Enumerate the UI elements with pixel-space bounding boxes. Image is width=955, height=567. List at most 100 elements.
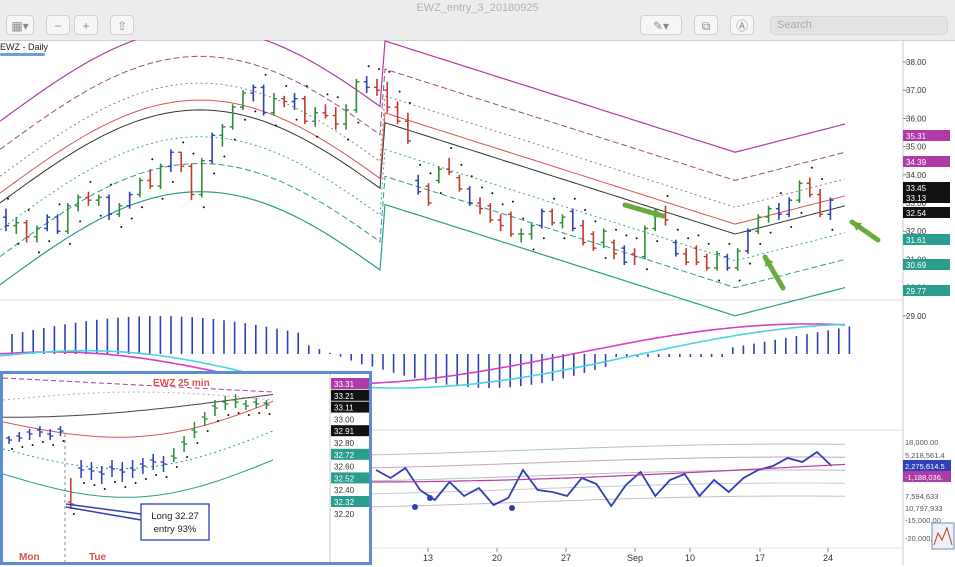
stop-dot bbox=[17, 242, 20, 245]
inset-chart-panel: EWZ 25 min Long 32.27 entry 93% 33.31 33.21 3… bbox=[0, 371, 372, 565]
lower-badge-label: 2,275,614.5 bbox=[905, 462, 945, 471]
date-tick-label: 27 bbox=[561, 553, 571, 563]
inset-stop-dot bbox=[144, 478, 147, 480]
inset-price-badge-label: 32.32 bbox=[334, 498, 355, 507]
annotate-icon[interactable]: Ⓐ bbox=[730, 15, 754, 35]
stop-dot bbox=[584, 209, 587, 212]
stop-dot bbox=[748, 262, 751, 265]
arrow-icon-head bbox=[852, 222, 862, 231]
stop-dot bbox=[161, 197, 164, 200]
stop-dot bbox=[233, 138, 236, 141]
zoom-in-icon[interactable]: + bbox=[74, 15, 98, 35]
stop-dot bbox=[408, 101, 411, 104]
inset-stop-dot bbox=[165, 476, 168, 478]
annotation-line-2: entry 93% bbox=[154, 524, 197, 535]
stop-dot bbox=[666, 194, 669, 197]
inset-stop-dot bbox=[206, 430, 209, 432]
stop-dot bbox=[594, 220, 597, 223]
stop-dot bbox=[656, 240, 659, 243]
share-icon[interactable]: ⇧ bbox=[110, 15, 134, 35]
stop-dot bbox=[89, 180, 92, 183]
stop-dot bbox=[645, 268, 648, 271]
lower-badge bbox=[903, 471, 951, 482]
envelope-band bbox=[0, 82, 846, 208]
annotation-box bbox=[140, 503, 210, 541]
rotate-icon[interactable]: ⧉ bbox=[694, 15, 718, 35]
lower-axis-label: 10,797,933 bbox=[905, 504, 943, 513]
stop-dot bbox=[130, 217, 133, 220]
price-badge bbox=[903, 285, 950, 296]
indicator-dot bbox=[427, 495, 433, 501]
stop-dot bbox=[254, 110, 257, 113]
price-badge bbox=[903, 130, 950, 141]
price-tick-label: 35.00 bbox=[906, 143, 927, 152]
annotation-pointer bbox=[65, 503, 142, 515]
markup-pen-icon[interactable]: ✎▾ bbox=[640, 15, 682, 35]
stop-dot bbox=[244, 118, 247, 121]
inset-band bbox=[2, 459, 274, 498]
stop-dot bbox=[800, 211, 803, 214]
stop-dot bbox=[202, 206, 205, 209]
price-badge bbox=[903, 182, 950, 193]
mini-chart-icon-line bbox=[933, 526, 953, 546]
stop-dot bbox=[563, 237, 566, 240]
inset-band bbox=[2, 430, 274, 470]
sidebar-icon[interactable]: ▦▾ bbox=[6, 15, 34, 35]
stop-dot bbox=[336, 96, 339, 99]
stop-dot bbox=[213, 172, 216, 175]
inset-stop-dot bbox=[21, 446, 24, 448]
price-tick-label: 29.00 bbox=[906, 312, 927, 321]
envelope-band bbox=[0, 162, 846, 289]
stop-dot bbox=[707, 242, 710, 245]
stop-dot bbox=[614, 228, 617, 231]
inset-stop-dot bbox=[41, 441, 44, 443]
inset-price-badge bbox=[331, 425, 369, 437]
inset-price-badge bbox=[331, 401, 369, 413]
stop-dot bbox=[460, 163, 463, 166]
stop-dot bbox=[58, 203, 61, 206]
stop-dot bbox=[274, 124, 277, 127]
price-badge-label: 33.45 bbox=[906, 184, 927, 193]
inset-axis-label: 32.60 bbox=[334, 463, 355, 472]
stop-dot bbox=[326, 93, 329, 96]
inset-price-badge bbox=[331, 448, 369, 460]
search-input[interactable]: Search bbox=[770, 16, 948, 35]
annotation-pointer bbox=[65, 506, 142, 521]
price-tick-label: 36.00 bbox=[906, 114, 927, 123]
viewer-toolbar: EWZ_entry_3_20180925 ▦▾ − + ⇧ ✎▾ ⧉ Ⓐ Sea… bbox=[0, 0, 955, 41]
stop-dot bbox=[625, 234, 628, 237]
stop-dot bbox=[99, 214, 102, 217]
document-title: EWZ_entry_3_20180925 bbox=[416, 2, 539, 14]
stop-dot bbox=[522, 217, 525, 220]
moving-average-fast bbox=[0, 99, 846, 225]
inset-stop-dot bbox=[83, 482, 86, 484]
inset-axis-label: 32.40 bbox=[334, 486, 355, 495]
stop-dot bbox=[419, 163, 422, 166]
lower-axis-label: 5,218,561.4 bbox=[905, 451, 945, 460]
inset-stop-dot bbox=[258, 412, 261, 414]
stop-dot bbox=[182, 141, 185, 144]
price-badge-label: 30.69 bbox=[906, 261, 927, 270]
macd-line bbox=[0, 323, 846, 385]
stop-dot bbox=[604, 256, 607, 259]
lower-badge bbox=[903, 460, 951, 471]
zoom-out-icon[interactable]: − bbox=[46, 15, 70, 35]
stop-dot bbox=[79, 220, 82, 223]
date-tick-label: 24 bbox=[823, 553, 833, 563]
day-label-mon: Mon bbox=[19, 552, 40, 562]
price-badge-label: 35.31 bbox=[906, 132, 927, 141]
stop-dot bbox=[357, 121, 360, 124]
inset-stop-dot bbox=[217, 420, 219, 422]
price-badge bbox=[903, 192, 950, 203]
inset-stop-dot bbox=[31, 444, 34, 446]
stop-dot bbox=[728, 242, 731, 245]
arrow-icon-head bbox=[765, 257, 774, 267]
stop-dot bbox=[687, 237, 690, 240]
annotation-line-1: Long 32.27 bbox=[151, 511, 199, 522]
inset-price-badge-label: 33.31 bbox=[334, 380, 355, 389]
inset-stop-dot bbox=[175, 466, 178, 468]
inset-band bbox=[2, 391, 274, 401]
inset-stop-dot bbox=[52, 444, 55, 446]
stop-dot bbox=[470, 175, 473, 178]
inset-price-badge bbox=[331, 389, 369, 401]
